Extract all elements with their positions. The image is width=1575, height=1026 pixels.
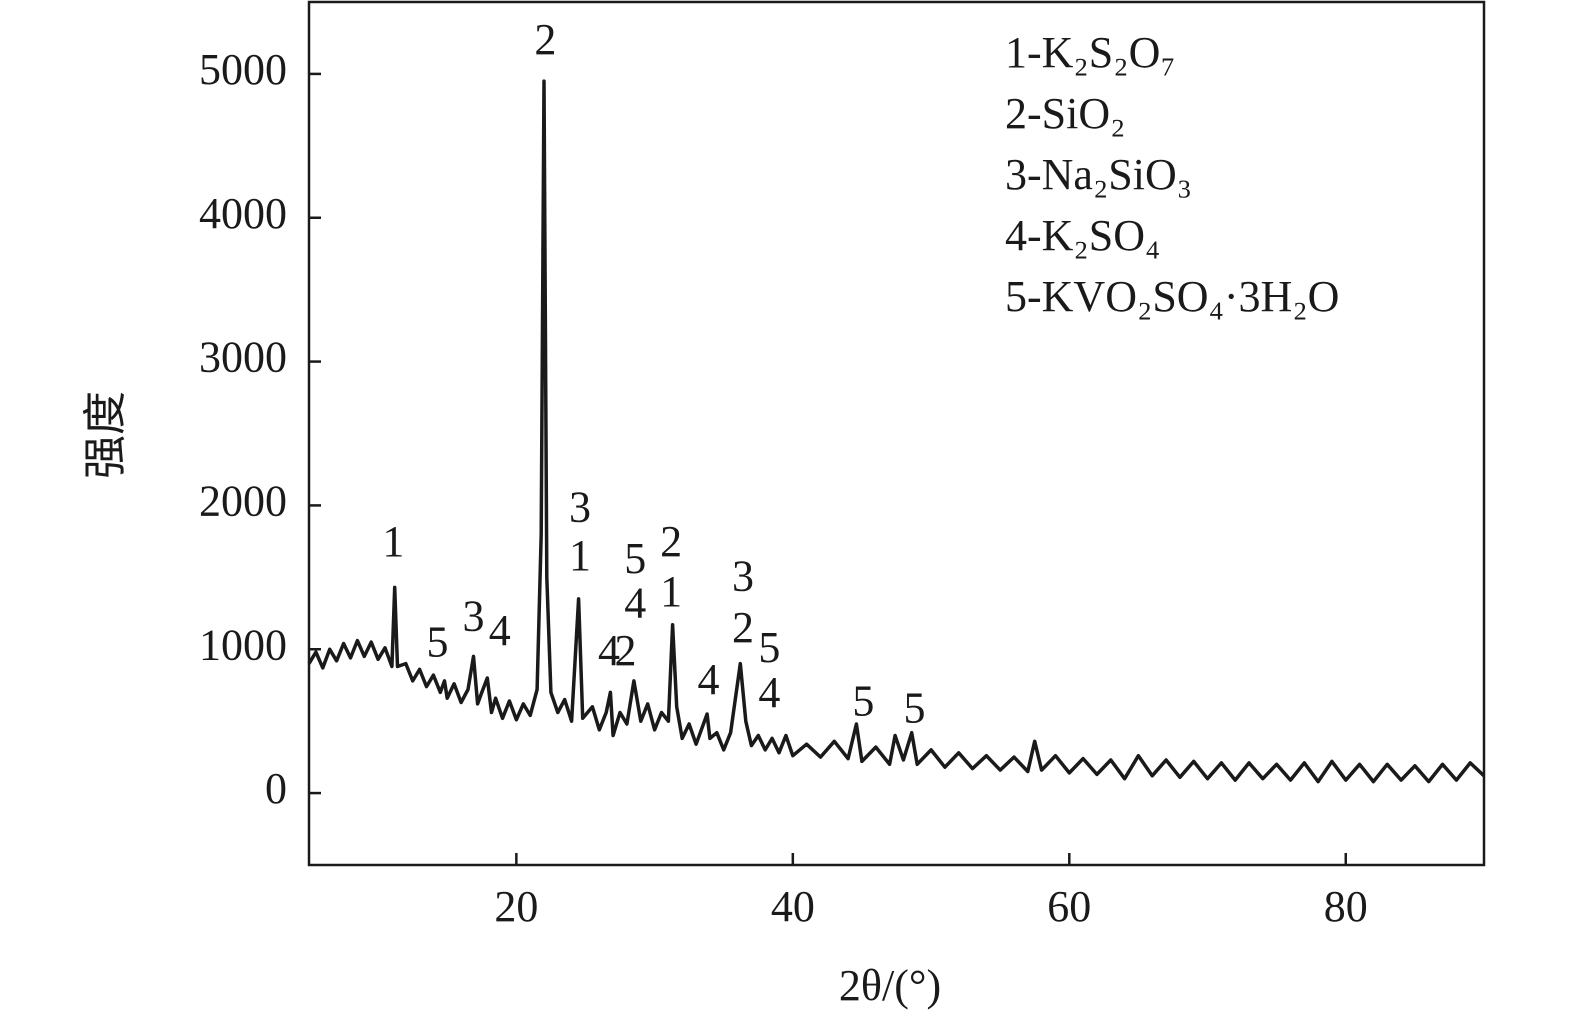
x-tick-label: 60	[1047, 882, 1091, 931]
y-tick-label: 5000	[199, 45, 287, 94]
peak-label: 3	[463, 592, 485, 641]
peak-label: 2	[732, 603, 754, 652]
peak-label: 2	[615, 626, 637, 675]
y-tick-label: 1000	[199, 620, 287, 669]
peak-label: 1	[660, 567, 682, 616]
peak-label: 1	[382, 517, 404, 566]
peak-label: 4	[698, 655, 720, 704]
peak-label: 3	[569, 482, 591, 531]
y-tick-label: 4000	[199, 189, 287, 238]
peak-label: 2	[660, 517, 682, 566]
peak-label: 3	[732, 551, 754, 600]
xrd-line	[307, 79, 1486, 784]
peak-label: 4	[598, 626, 620, 675]
legend-entry: 5-KVO₂SO₄·3H₂O	[1005, 272, 1339, 321]
peak-label: 4	[624, 579, 646, 628]
plot-frame	[307, 0, 1486, 867]
x-axis-label: 2θ/(°)	[839, 961, 941, 1010]
peak-label: 2	[534, 15, 556, 64]
legend-entry: 3-Na₂SiO₃	[1005, 150, 1192, 199]
y-tick-label: 3000	[199, 333, 287, 382]
peak-label: 4	[758, 668, 780, 717]
x-tick-label: 20	[494, 882, 538, 931]
peak-label: 5	[852, 676, 874, 725]
legend-entry: 4-K₂SO₄	[1005, 211, 1160, 260]
peak-label: 5	[903, 684, 925, 733]
peak-label: 1	[569, 531, 591, 580]
y-tick-label: 2000	[199, 477, 287, 526]
x-tick-label: 40	[771, 882, 815, 931]
y-axis-label: 强度	[81, 391, 130, 479]
x-tick-label: 80	[1324, 882, 1368, 931]
legend-entry: 1-K₂S₂O₇	[1005, 28, 1176, 77]
peak-label: 5	[758, 623, 780, 672]
peak-label: 5	[427, 617, 449, 666]
legend-entry: 2-SiO₂	[1005, 89, 1125, 138]
y-tick-label: 0	[265, 764, 287, 813]
peak-label: 5	[624, 534, 646, 583]
peak-label: 4	[489, 606, 511, 655]
